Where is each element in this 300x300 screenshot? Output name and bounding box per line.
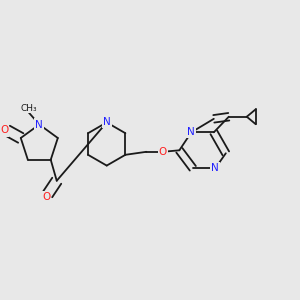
Text: O: O xyxy=(159,147,167,157)
Text: N: N xyxy=(103,117,111,128)
Text: N: N xyxy=(212,163,219,173)
Text: O: O xyxy=(42,192,50,202)
Text: N: N xyxy=(35,119,43,130)
Text: CH₃: CH₃ xyxy=(20,103,37,112)
Text: N: N xyxy=(188,127,195,137)
Text: O: O xyxy=(0,125,8,136)
